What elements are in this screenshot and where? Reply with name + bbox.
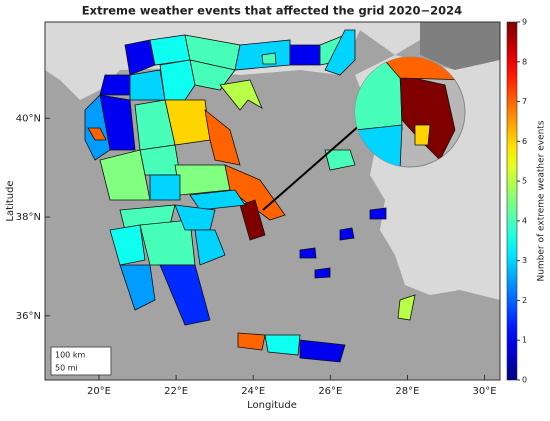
colorbar-tick-label: 5	[522, 177, 527, 186]
region	[129, 69, 166, 101]
colorbar-tick-label: 3	[522, 256, 527, 265]
y-tick-label: 40°N	[16, 113, 41, 124]
region	[139, 144, 181, 176]
colorbar-tick-label: 8	[522, 57, 527, 66]
scale-km: 100 km	[55, 351, 85, 360]
region	[264, 334, 301, 356]
region	[414, 124, 431, 146]
regions	[84, 29, 416, 363]
y-tick-label: 38°N	[16, 212, 41, 223]
plot-frame	[44, 21, 501, 381]
scale-mi: 50 mi	[55, 364, 78, 373]
colorbar-tick-label: 4	[522, 216, 527, 225]
x-axis-label: Longitude	[247, 400, 297, 411]
inset-pointer	[262, 124, 361, 211]
map-title: Extreme weather events that affected the…	[82, 4, 462, 18]
region	[339, 227, 355, 241]
x-tick-label: 24°E	[241, 386, 265, 397]
region	[299, 339, 346, 363]
region	[324, 29, 356, 76]
region	[224, 164, 286, 221]
colorbar-tick-label: 9	[522, 18, 527, 27]
region	[237, 332, 266, 351]
region	[87, 127, 107, 141]
region	[189, 189, 246, 211]
y-tick-label: 36°N	[16, 311, 41, 322]
region	[314, 267, 331, 279]
region	[159, 59, 196, 101]
region	[149, 174, 181, 201]
x-tick-label: 30°E	[473, 386, 497, 397]
region	[174, 164, 231, 196]
x-tick-label: 28°E	[395, 386, 419, 397]
colorbar-tick-label: 1	[522, 336, 527, 345]
region	[159, 264, 211, 326]
region	[299, 247, 317, 259]
scale-box	[50, 346, 112, 376]
y-axis-label: Latitude	[5, 180, 16, 221]
region	[324, 149, 356, 171]
region	[261, 52, 277, 65]
region	[149, 34, 191, 66]
region	[119, 264, 156, 311]
region	[397, 294, 416, 321]
colorbar-tick-label: 7	[522, 97, 527, 106]
colorbar-label: Number of extreme weather events	[537, 120, 547, 281]
region	[289, 44, 321, 66]
region	[204, 109, 241, 166]
colorbar	[506, 21, 518, 381]
colorbar-tick-label: 0	[522, 376, 527, 385]
region	[84, 94, 111, 161]
region	[109, 224, 146, 266]
x-tick-label: 26°E	[318, 386, 342, 397]
x-tick-label: 20°E	[87, 386, 111, 397]
region	[239, 199, 266, 241]
region	[219, 79, 263, 111]
colorbar-tick-label: 2	[522, 296, 527, 305]
colorbar-tick-label: 6	[522, 137, 527, 146]
region	[194, 229, 226, 266]
x-tick-label: 22°E	[164, 386, 188, 397]
region	[369, 207, 387, 220]
region	[99, 74, 131, 96]
black-sea	[420, 22, 500, 70]
